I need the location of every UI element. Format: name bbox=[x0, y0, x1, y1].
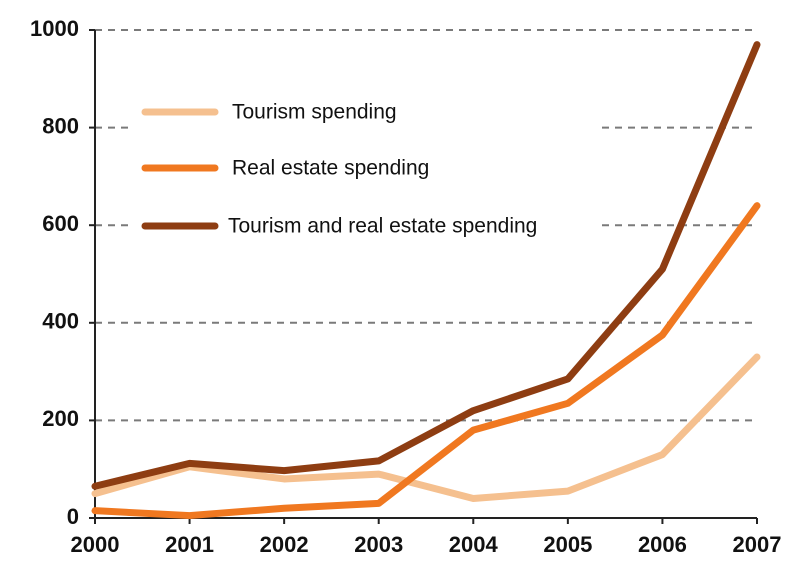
x-tick-label: 2004 bbox=[449, 532, 499, 557]
y-tick-labels: 0 200 400 600 800 1000 bbox=[30, 16, 95, 529]
axes bbox=[94, 30, 757, 519]
legend-item-tourism: Tourism spending bbox=[141, 101, 397, 124]
series-lines bbox=[91, 41, 761, 520]
series-line-real-estate bbox=[91, 202, 761, 520]
legend: Tourism spending Real estate spending To… bbox=[132, 80, 602, 250]
x-tick-label: 2006 bbox=[638, 532, 687, 557]
y-tick-label: 400 bbox=[42, 309, 79, 334]
series-line-tourism bbox=[91, 353, 761, 502]
y-tick-label: 0 bbox=[67, 504, 79, 529]
y-tick-label: 1000 bbox=[30, 16, 79, 41]
y-tick-label: 800 bbox=[42, 113, 79, 138]
x-tick-label: 2003 bbox=[354, 532, 403, 557]
x-tick-label: 2000 bbox=[71, 532, 120, 557]
legend-item-real-estate: Real estate spending bbox=[141, 157, 429, 180]
x-tick-labels: 2000 2001 2002 2003 2004 2005 2006 2007 bbox=[71, 518, 782, 557]
legend-label-combined: Tourism and real estate spending bbox=[228, 215, 537, 238]
legend-item-combined: Tourism and real estate spending bbox=[141, 215, 537, 238]
x-tick-label: 2005 bbox=[543, 532, 592, 557]
legend-label-tourism: Tourism spending bbox=[232, 101, 397, 124]
y-tick-label: 600 bbox=[42, 211, 79, 236]
x-tick-label: 2007 bbox=[733, 532, 782, 557]
series-line-combined bbox=[91, 41, 761, 490]
x-tick-label: 2001 bbox=[165, 532, 214, 557]
y-tick-label: 200 bbox=[42, 406, 79, 431]
x-tick-label: 2002 bbox=[260, 532, 309, 557]
legend-label-real-estate: Real estate spending bbox=[232, 157, 429, 180]
